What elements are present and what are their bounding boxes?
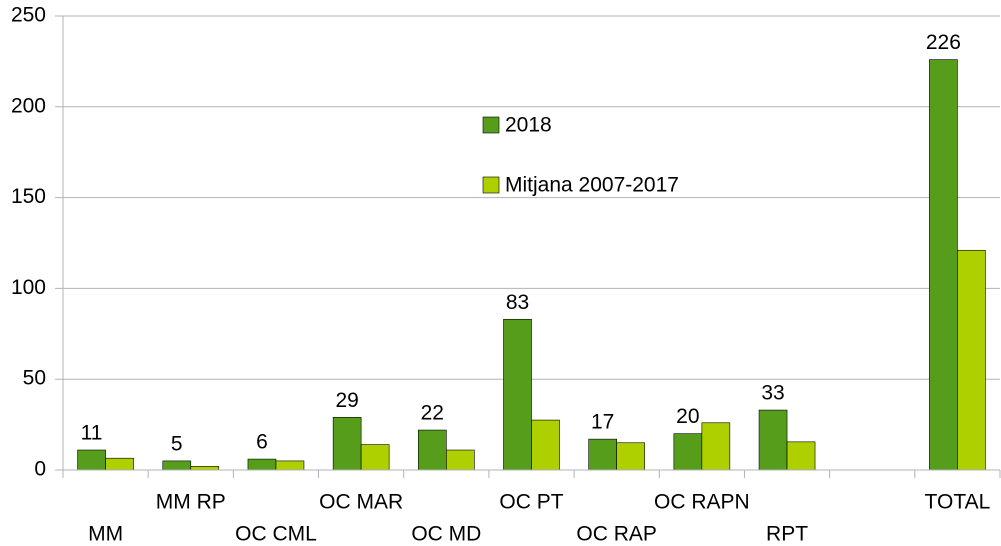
legend-label: Mitjana 2007-2017 — [505, 174, 679, 197]
bar — [332, 417, 362, 471]
value-label: 83 — [506, 291, 529, 314]
legend-swatch — [482, 176, 500, 194]
y-tick-label: 200 — [11, 94, 46, 117]
bar — [77, 449, 106, 471]
y-tick-label: 50 — [23, 367, 46, 390]
bar — [673, 433, 703, 471]
bar — [531, 419, 560, 471]
value-label: 17 — [591, 411, 614, 434]
bar — [190, 466, 220, 471]
bar — [503, 318, 532, 471]
value-label: 5 — [171, 432, 183, 455]
bar — [957, 249, 986, 471]
value-label: 33 — [761, 382, 784, 405]
bar — [247, 458, 277, 471]
bar — [929, 59, 958, 471]
bar — [446, 449, 475, 471]
bar — [275, 460, 305, 471]
x-tick-label: OC PT — [499, 491, 563, 514]
bar — [162, 460, 192, 471]
value-label: 6 — [256, 431, 268, 454]
value-label: 20 — [676, 405, 699, 428]
value-label: 29 — [335, 389, 358, 412]
bar — [418, 429, 447, 471]
x-tick-label: MM — [88, 523, 123, 546]
value-label: 11 — [81, 422, 103, 445]
x-tick-label: OC MD — [411, 523, 481, 546]
y-tick-label: 0 — [34, 458, 46, 481]
x-tick-label: OC CML — [235, 523, 317, 546]
bar — [701, 422, 731, 471]
x-tick-label: TOTAL — [925, 491, 991, 514]
value-label: 226 — [926, 31, 961, 54]
x-tick-label: OC MAR — [319, 491, 403, 514]
bar — [758, 409, 788, 471]
legend-swatch — [482, 116, 500, 134]
x-tick-label: OC RAPN — [654, 491, 750, 514]
legend-label: 2018 — [505, 114, 552, 137]
x-tick-label: RPT — [766, 523, 808, 546]
x-tick-label: OC RAP — [576, 523, 657, 546]
y-tick-label: 250 — [11, 4, 46, 27]
bar — [616, 442, 645, 471]
bar — [786, 441, 816, 471]
y-tick-label: 100 — [11, 276, 46, 299]
y-tick-label: 150 — [11, 185, 46, 208]
value-label: 22 — [421, 402, 444, 425]
bar — [360, 444, 390, 471]
x-tick-label: MM RP — [156, 491, 226, 514]
bar — [588, 438, 617, 471]
bar — [105, 457, 134, 471]
